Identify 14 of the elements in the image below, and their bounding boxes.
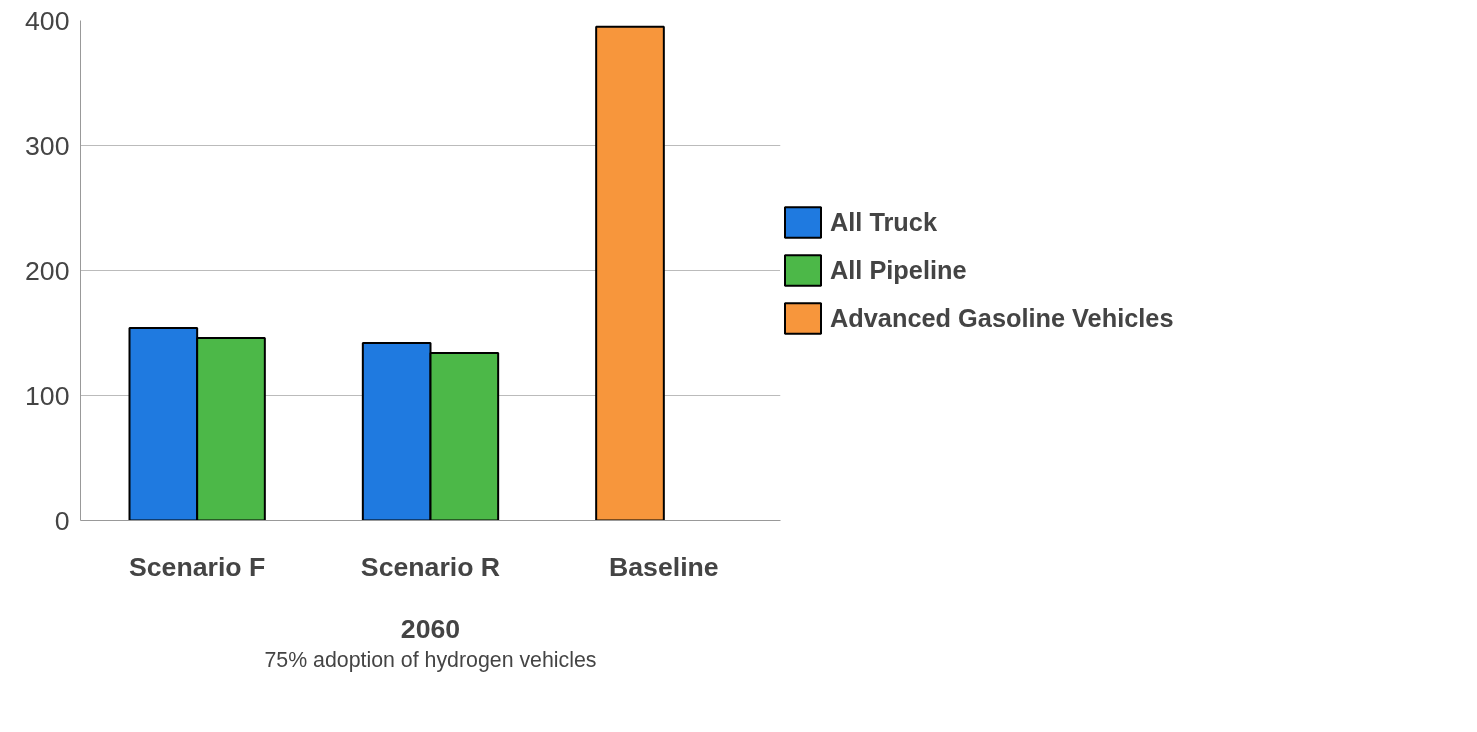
x-tick-label: Scenario R <box>360 551 501 582</box>
legend-label: All Pipeline <box>830 255 967 285</box>
x-axis-title: 2060 <box>400 613 461 644</box>
x-tick-label: Baseline <box>609 551 719 582</box>
bar <box>595 25 665 521</box>
y-tick-label: 0 <box>54 505 70 536</box>
legend-label: Advanced Gasoline Vehicles <box>830 303 1174 333</box>
y-tick-label: 400 <box>25 5 70 36</box>
x-tick-label: Scenario F <box>129 551 266 582</box>
legend-label: All Truck <box>830 207 937 237</box>
y-tick-label: 100 <box>25 380 70 411</box>
y-tick-label: 300 <box>25 130 70 161</box>
y-tick-label: 200 <box>25 255 70 286</box>
text: 75% adoption of hydrogen vehicles <box>264 647 597 672</box>
